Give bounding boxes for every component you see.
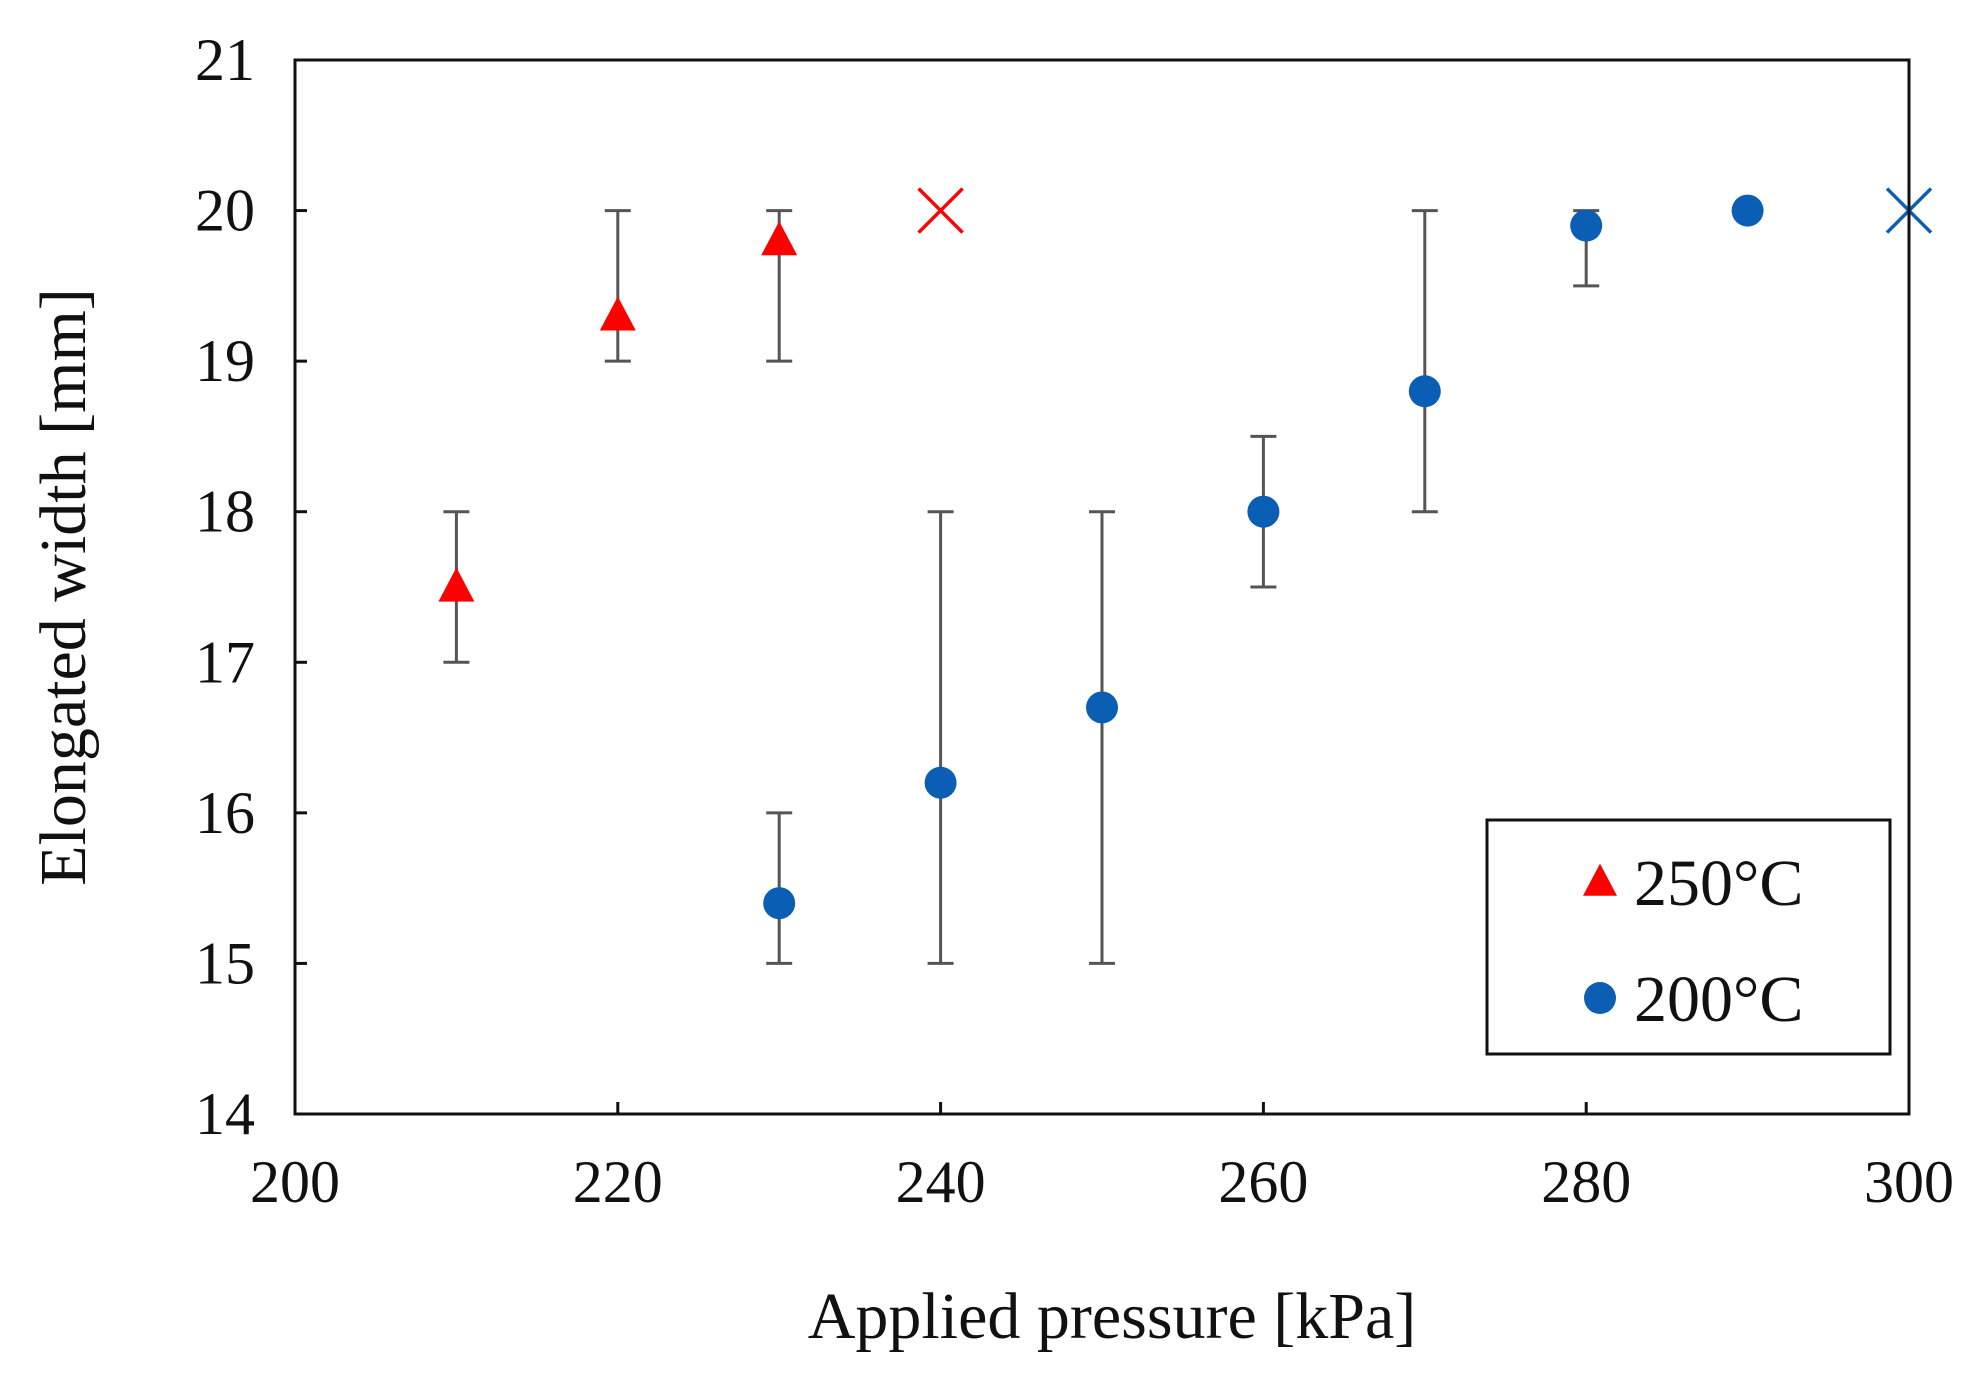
error-bar xyxy=(604,209,631,363)
error-bar xyxy=(927,510,954,965)
legend-circle-icon xyxy=(1584,982,1616,1014)
y-tick-label: 21 xyxy=(195,27,255,93)
cross-stroke xyxy=(917,187,964,234)
legend-item: 200°C xyxy=(1584,963,1803,1036)
error-bar xyxy=(1411,209,1438,514)
y-tick-label: 20 xyxy=(195,178,255,244)
legend-label: 250°C xyxy=(1634,847,1803,920)
series-250c-triangle-point xyxy=(438,567,475,602)
series-200c-circle-point xyxy=(924,766,957,799)
y-tick-label: 15 xyxy=(195,930,255,996)
series-200c-circle-point xyxy=(1247,495,1280,528)
series-250c-cross-point xyxy=(917,187,964,234)
series-200c-circle-point xyxy=(763,887,796,920)
x-tick-label: 200 xyxy=(250,1149,340,1215)
series-200c-circle-point xyxy=(1570,209,1603,242)
series-200c-circle-point xyxy=(1731,194,1764,227)
y-tick-label: 19 xyxy=(195,328,255,394)
legend-triangle-icon xyxy=(1583,863,1617,896)
series-250c-triangle-point xyxy=(761,221,798,256)
plot-frame xyxy=(293,58,1911,1116)
series-200c-circle-point xyxy=(1408,375,1441,408)
x-tick-label: 300 xyxy=(1864,1149,1954,1215)
legend-item: 250°C xyxy=(1583,847,1803,920)
y-axis-title: Elongated width [mm] xyxy=(27,288,100,886)
y-tick-label: 16 xyxy=(195,780,255,846)
legend-label: 200°C xyxy=(1634,963,1803,1036)
x-tick-label: 240 xyxy=(896,1149,986,1215)
x-tick-label: 220 xyxy=(573,1149,663,1215)
error-bar xyxy=(1089,510,1115,965)
x-tick-label: 280 xyxy=(1541,1149,1631,1215)
series-200c-circle-point xyxy=(1086,691,1118,724)
x-tick-label: 260 xyxy=(1218,1149,1308,1215)
y-tick-label: 14 xyxy=(195,1081,255,1147)
y-tick-label: 18 xyxy=(195,479,255,545)
x-axis-title: Applied pressure [kPa] xyxy=(808,1280,1417,1353)
legend-box xyxy=(1485,818,1892,1056)
series-250c-triangle-point xyxy=(599,296,636,331)
y-tick-label: 17 xyxy=(195,629,255,695)
